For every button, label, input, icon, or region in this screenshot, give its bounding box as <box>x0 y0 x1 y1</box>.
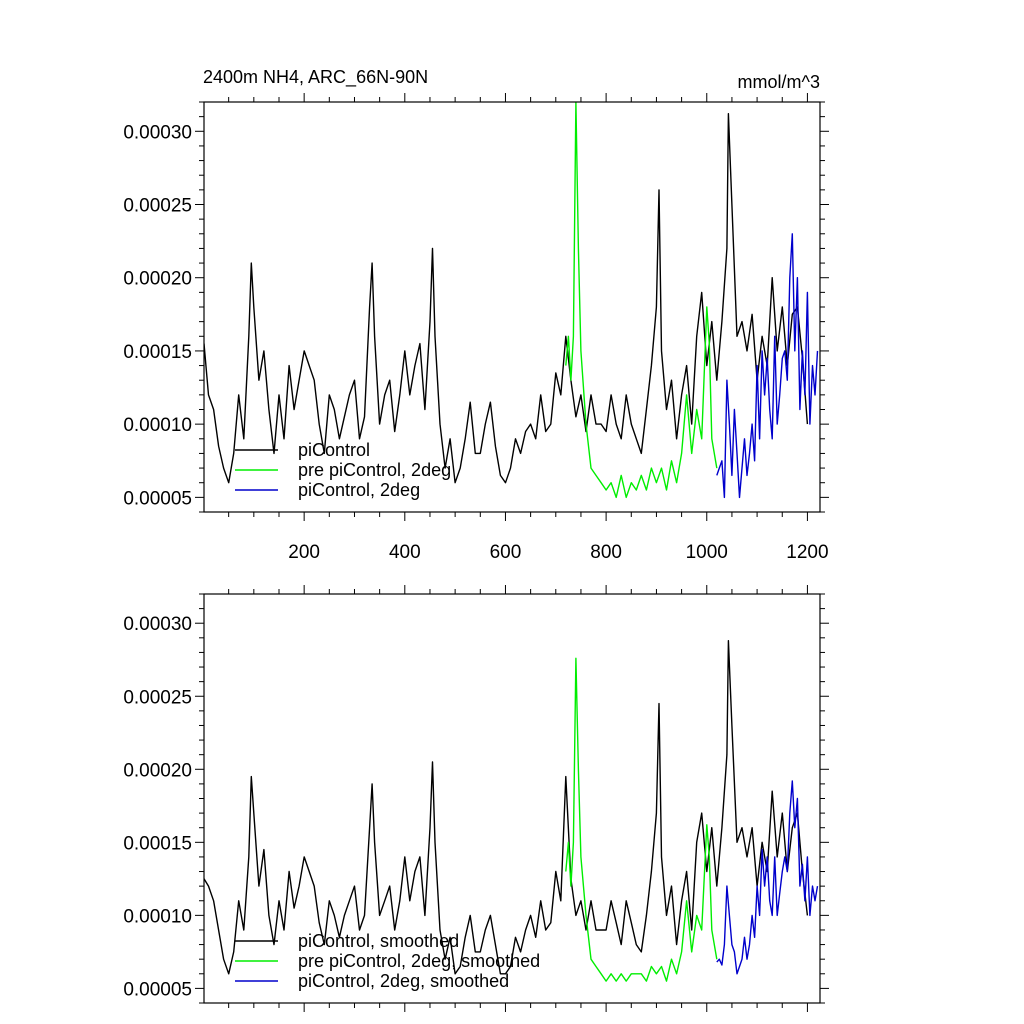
series-line-2 <box>565 657 718 982</box>
panel-top: 200 400 600 800 1000 1200 0.00005 0.00010 0.0001… <box>123 93 829 563</box>
y-tick-label: 0.00005 <box>123 979 192 1000</box>
y-tick-label: 0.00010 <box>123 906 192 927</box>
y-tick-label: 0.00015 <box>123 342 192 363</box>
chart-title: 2400m NH4, ARC_66N-90N <box>203 67 428 88</box>
y-tick-label: 0.00005 <box>123 488 192 509</box>
y-tick-label: 0.00020 <box>123 760 192 781</box>
y-tick-label: 0.00020 <box>123 269 192 290</box>
series-line-3 <box>716 233 819 499</box>
units-label: mmol/m^3 <box>738 72 820 92</box>
y-tick-label: 0.00010 <box>123 415 192 436</box>
series-line-3 <box>716 780 819 975</box>
y-tick-label: 0.00015 <box>123 833 192 854</box>
legend-label: piControl, 2deg, smoothed <box>298 971 509 991</box>
x-tick-label: 1000 <box>686 542 728 563</box>
x-tick-label: 400 <box>389 542 421 563</box>
y-tick-label: 0.00030 <box>123 122 192 143</box>
x-tick-label: 600 <box>490 542 522 563</box>
legend-label: piControl <box>298 440 370 460</box>
y-tick-label: 0.00025 <box>123 196 192 217</box>
x-tick-label: 200 <box>288 542 320 563</box>
y-tick-label: 0.00025 <box>123 687 192 708</box>
series-line-1 <box>204 640 809 975</box>
x-tick-label: 1200 <box>786 542 828 563</box>
series-line-1 <box>204 112 809 484</box>
series-line-2 <box>565 102 718 499</box>
y-tick-label: 0.00030 <box>123 614 192 635</box>
panel-bottom: 0.00005 0.00010 0.00015 0.00020 0.00025 0.000… <box>123 585 829 1012</box>
legend-label: piControl, smoothed <box>298 931 459 951</box>
legend-label: pre piControl, 2deg, smoothed <box>298 951 540 971</box>
legend-label: piControl, 2deg <box>298 480 420 500</box>
x-tick-label: 800 <box>590 542 622 563</box>
legend-label: pre piControl, 2deg <box>298 460 451 480</box>
